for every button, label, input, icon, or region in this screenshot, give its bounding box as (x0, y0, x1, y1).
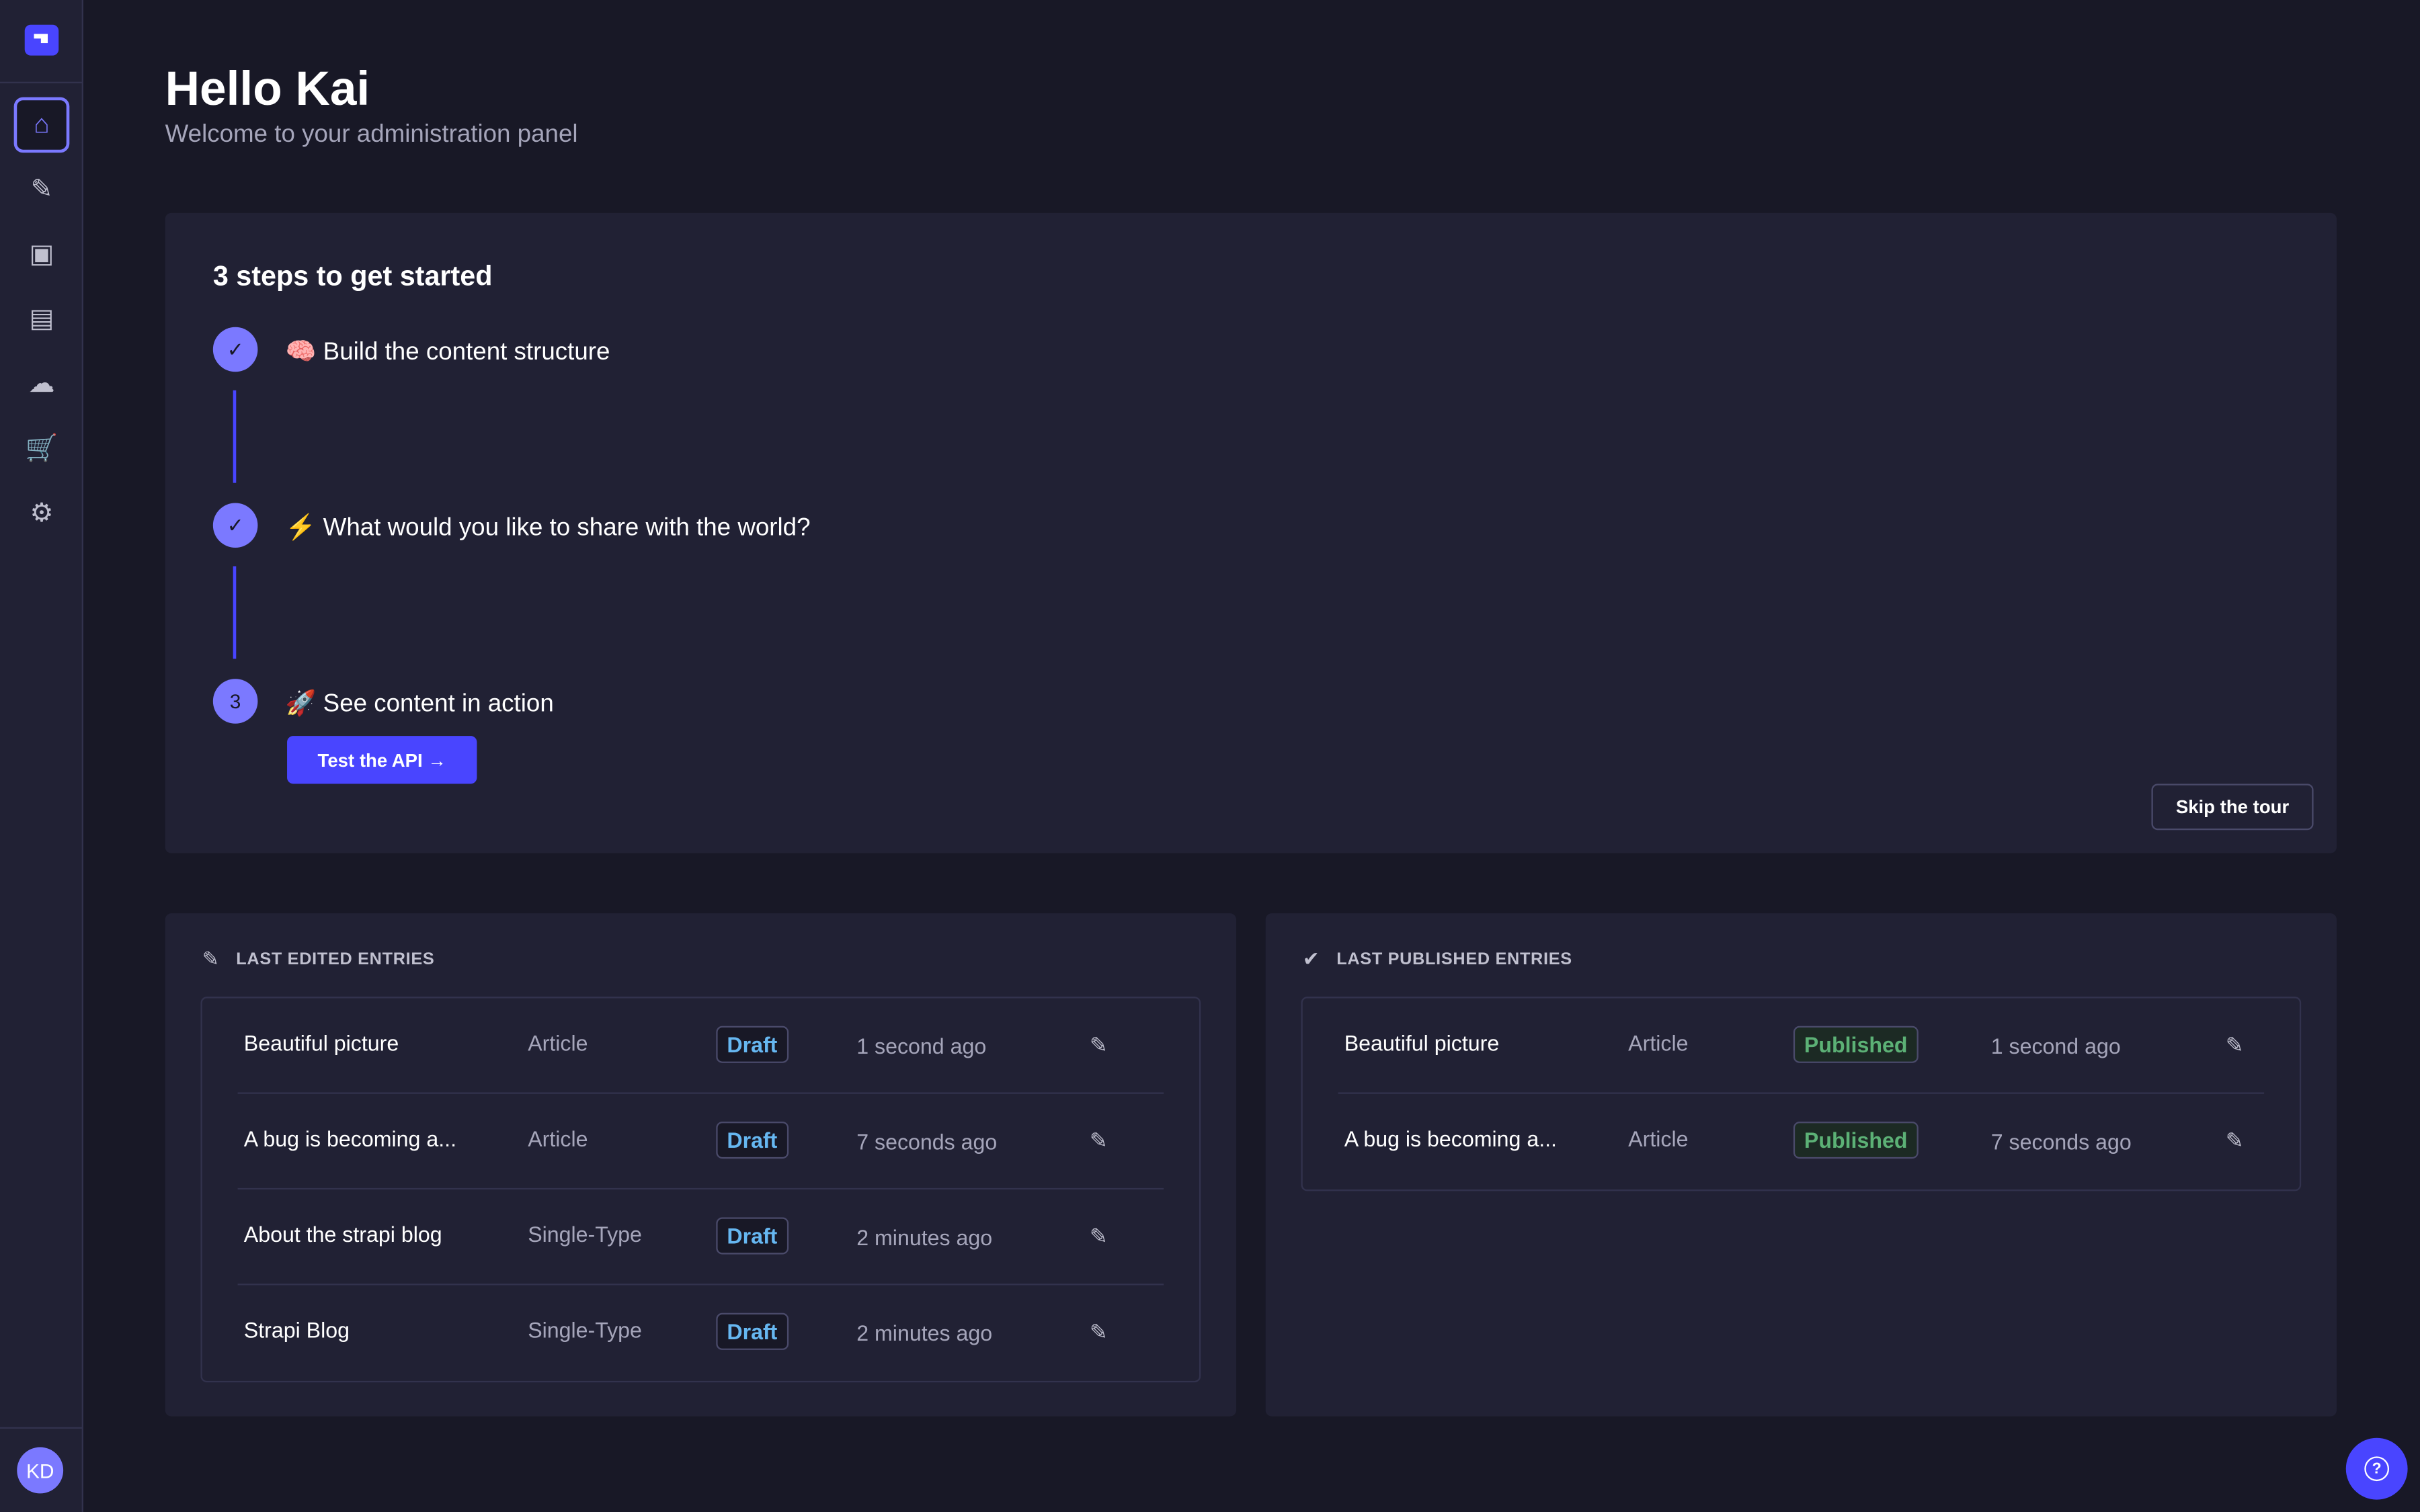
entry-time: 2 minutes ago (856, 1320, 993, 1346)
last-published-card: ✔ LAST PUBLISHED ENTRIES Beautiful pictu… (1265, 913, 2337, 1417)
feather-icon: ✎ (30, 174, 53, 204)
pencil-icon: ✎ (202, 947, 219, 971)
layout-icon: ▤ (29, 304, 54, 333)
gear-icon: ⚙ (30, 498, 54, 528)
page-title: Hello Kai (165, 61, 370, 116)
strapi-logo-icon[interactable] (24, 24, 59, 56)
entry-name: About the strapi blog (243, 1222, 442, 1247)
entry-name: Strapi Blog (243, 1317, 350, 1343)
sidebar-item-media-library[interactable]: ▣ (14, 226, 70, 282)
step-label: 🧠 Build the content structure (285, 339, 610, 366)
cloud-icon: ☁ (28, 368, 55, 398)
edit-pencil-icon[interactable]: ✎ (2225, 1128, 2244, 1153)
guided-tour-card: 3 steps to get started ✓ 🧠 Build the con… (165, 212, 2337, 853)
check-circle-icon: ✔ (1302, 947, 1320, 971)
entry-type: Article (1628, 1030, 1689, 1056)
skip-tour-button[interactable]: Skip the tour (2151, 784, 2314, 831)
edit-pencil-icon[interactable]: ✎ (1089, 1318, 1108, 1344)
entry-type: Single-Type (528, 1317, 642, 1343)
sidebar-item-settings[interactable]: ⚙ (14, 486, 70, 542)
entry-name: Beautiful picture (243, 1030, 399, 1056)
divider (0, 81, 83, 83)
table-row[interactable]: A bug is becoming a... Article Published… (1338, 1094, 2265, 1189)
step-done-icon: ✓ (212, 503, 258, 548)
entry-time: 7 seconds ago (1990, 1129, 2132, 1154)
sidebar: ⌂ ✎ ▣ ▤ ☁ 🛒 ⚙ KD (0, 0, 83, 1512)
status-badge: Draft (716, 1025, 789, 1063)
entry-time: 1 second ago (1990, 1034, 2121, 1058)
help-icon: ? (2364, 1456, 2390, 1482)
section-title: LAST EDITED ENTRIES (236, 950, 435, 969)
last-edited-card: ✎ LAST EDITED ENTRIES Beautiful picture … (165, 913, 1237, 1417)
entry-type: Article (1628, 1126, 1689, 1151)
entry-time: 7 seconds ago (856, 1129, 998, 1154)
status-badge: Published (1793, 1025, 1919, 1063)
table-row[interactable]: Beautiful picture Article Draft 1 second… (237, 998, 1164, 1094)
step-connector (233, 566, 237, 659)
edit-pencil-icon[interactable]: ✎ (1089, 1223, 1108, 1249)
entry-type: Article (528, 1126, 588, 1151)
section-title: LAST PUBLISHED ENTRIES (1336, 950, 1572, 969)
sidebar-item-home[interactable]: ⌂ (13, 97, 70, 153)
status-badge: Draft (716, 1312, 789, 1350)
step-connector (233, 390, 237, 483)
sidebar-item-marketplace[interactable]: 🛒 (14, 421, 70, 477)
entry-name: A bug is becoming a... (243, 1126, 457, 1151)
entry-type: Article (528, 1030, 588, 1056)
entry-time: 1 second ago (856, 1034, 987, 1058)
help-button[interactable]: ? (2345, 1437, 2408, 1500)
entry-name: Beautiful picture (1344, 1030, 1500, 1056)
sidebar-item-content-type-builder[interactable]: ▤ (14, 292, 70, 347)
avatar[interactable]: KD (17, 1447, 64, 1494)
home-icon: ⌂ (34, 110, 50, 139)
status-badge: Published (1793, 1122, 1919, 1159)
status-badge: Draft (716, 1122, 789, 1159)
sidebar-item-content-manager[interactable]: ✎ (14, 162, 70, 218)
step-label: 🚀 See content in action (285, 691, 554, 718)
cart-icon: 🛒 (25, 433, 58, 463)
step-number: 3 (212, 679, 258, 724)
images-icon: ▣ (29, 239, 54, 269)
edit-pencil-icon[interactable]: ✎ (2225, 1032, 2244, 1057)
guided-tour-title: 3 steps to get started (212, 261, 493, 292)
edit-pencil-icon[interactable]: ✎ (1089, 1128, 1108, 1153)
status-badge: Draft (716, 1217, 789, 1255)
table-row[interactable]: A bug is becoming a... Article Draft 7 s… (237, 1094, 1164, 1190)
entry-time: 2 minutes ago (856, 1224, 993, 1250)
page-subtitle: Welcome to your administration panel (165, 122, 578, 149)
entry-type: Single-Type (528, 1222, 642, 1247)
edit-pencil-icon[interactable]: ✎ (1089, 1032, 1108, 1057)
table-row[interactable]: About the strapi blog Single-Type Draft … (237, 1189, 1164, 1286)
last-published-table: Beautiful picture Article Published 1 se… (1301, 997, 2302, 1191)
step-label: ⚡ What would you like to share with the … (285, 515, 811, 542)
last-edited-table: Beautiful picture Article Draft 1 second… (200, 997, 1201, 1383)
sidebar-item-cloud[interactable]: ☁ (14, 356, 70, 412)
step-done-icon: ✓ (212, 327, 258, 372)
test-api-button[interactable]: Test the API → (287, 736, 477, 784)
table-row[interactable]: Beautiful picture Article Published 1 se… (1338, 998, 2265, 1094)
divider (0, 1427, 83, 1429)
table-row[interactable]: Strapi Blog Single-Type Draft 2 minutes … (238, 1285, 1164, 1380)
entry-name: A bug is becoming a... (1344, 1126, 1558, 1151)
